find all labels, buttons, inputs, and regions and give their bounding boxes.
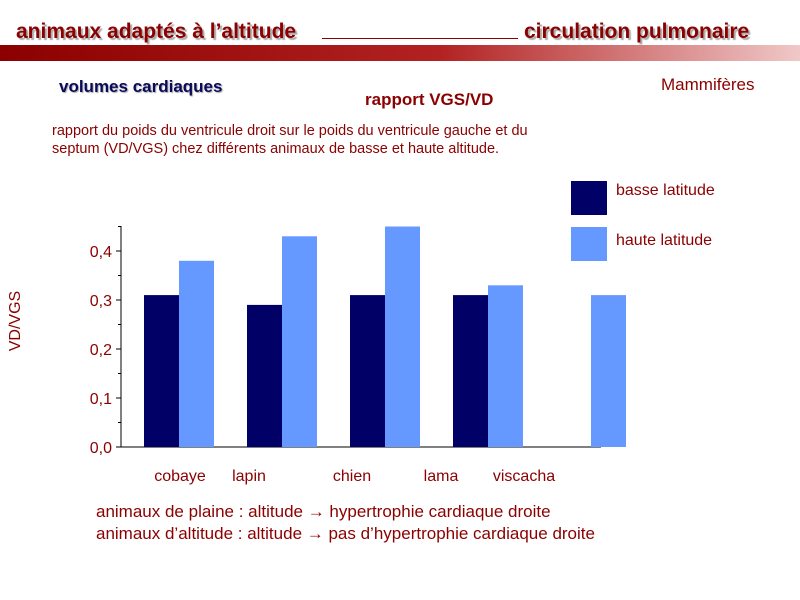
bar-lama-haute bbox=[488, 285, 523, 447]
bar-lapin-basse bbox=[247, 304, 282, 447]
legend-swatch-basse bbox=[571, 181, 607, 215]
y-tick-label-1: 0,1 bbox=[90, 391, 112, 408]
y-tick-label-0: 0,0 bbox=[90, 440, 112, 457]
header-band bbox=[0, 45, 800, 61]
y-tick-label-3: 0,3 bbox=[90, 293, 112, 310]
note-altitude: animaux d’altitude : altitude → pas d’hy… bbox=[96, 524, 595, 543]
header-left-title: animaux adaptés à l’altitude bbox=[16, 20, 297, 43]
category-label-lama: lama bbox=[424, 468, 459, 485]
legend-label-haute: haute latitude bbox=[616, 232, 713, 249]
group-label: Mammifères bbox=[661, 75, 755, 94]
category-label-cobaye: cobaye bbox=[154, 468, 206, 485]
legend-label-basse: basse latitude bbox=[616, 182, 715, 199]
bar-chien-haute bbox=[385, 226, 420, 447]
note-plaine: animaux de plaine : altitude → hypertrop… bbox=[96, 502, 551, 521]
category-label-lapin: lapin bbox=[232, 468, 266, 485]
category-label-chien: chien bbox=[333, 468, 371, 485]
bar-cobaye-basse bbox=[144, 295, 179, 447]
bar-viscacha-haute bbox=[591, 295, 626, 447]
category-label-viscacha: viscacha bbox=[493, 468, 555, 485]
bar-lapin-haute bbox=[282, 236, 317, 447]
header-right-title: circulation pulmonaire bbox=[524, 20, 750, 43]
chart-title: rapport VGS/VD bbox=[365, 90, 494, 109]
description: rapport du poids du ventricule droit sur… bbox=[52, 123, 528, 157]
bar-lama-basse bbox=[453, 295, 488, 447]
bar-chien-basse bbox=[350, 295, 385, 447]
bar-cobaye-haute bbox=[179, 260, 214, 447]
header-rule bbox=[322, 38, 518, 39]
y-tick-label-2: 0,2 bbox=[90, 342, 112, 359]
section-title: volumes cardiaques bbox=[59, 77, 223, 96]
legend-swatch-haute bbox=[571, 227, 607, 261]
y-tick-label-4: 0,4 bbox=[90, 244, 112, 261]
